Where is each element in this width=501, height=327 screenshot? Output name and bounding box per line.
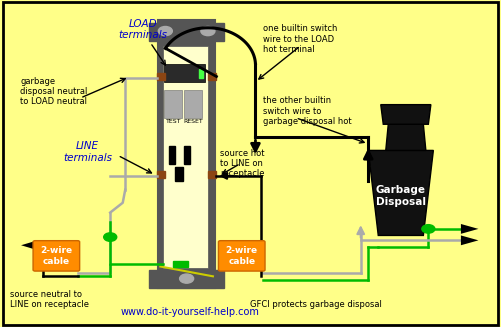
Text: www.do-it-yourself-help.com: www.do-it-yourself-help.com [121, 307, 260, 317]
Bar [160, 44, 210, 270]
Polygon shape [21, 240, 38, 250]
Circle shape [422, 225, 435, 233]
Bar [173, 261, 188, 267]
Circle shape [158, 26, 172, 36]
Text: source hot
to LINE on
receptacle: source hot to LINE on receptacle [220, 148, 265, 179]
Polygon shape [368, 150, 433, 235]
Text: source neutral to
LINE on receptacle: source neutral to LINE on receptacle [10, 289, 89, 309]
Circle shape [201, 26, 215, 36]
Bar [175, 167, 183, 181]
Text: Garbage
Disposal: Garbage Disposal [376, 185, 426, 207]
Bar [208, 73, 216, 80]
Text: one builtin switch
wire to the LOAD
hot terminal: one builtin switch wire to the LOAD hot … [263, 24, 337, 54]
Bar [184, 146, 190, 164]
Bar [149, 270, 224, 288]
Bar [149, 23, 224, 41]
Bar [157, 73, 165, 80]
Text: 2-wire
cable: 2-wire cable [40, 246, 73, 266]
Polygon shape [461, 224, 478, 234]
Bar [208, 171, 216, 178]
FancyBboxPatch shape [33, 241, 80, 271]
Polygon shape [381, 105, 431, 124]
FancyBboxPatch shape [218, 241, 265, 271]
Bar [157, 171, 165, 178]
Text: garbage
disposal neutral
to LOAD neutral: garbage disposal neutral to LOAD neutral [20, 77, 87, 107]
Bar [164, 64, 205, 82]
Bar [163, 46, 208, 268]
Text: 2-wire
cable: 2-wire cable [225, 246, 258, 266]
Circle shape [104, 233, 117, 241]
Text: the other builtin
switch wire to
garbage disposal hot: the other builtin switch wire to garbage… [263, 96, 352, 126]
Bar [158, 20, 215, 288]
Bar [164, 90, 182, 118]
Polygon shape [386, 124, 426, 150]
Circle shape [179, 274, 194, 283]
Text: TEST: TEST [166, 119, 181, 124]
Bar [184, 90, 202, 118]
Polygon shape [461, 235, 478, 245]
Bar [199, 69, 203, 78]
Text: LINE
terminals: LINE terminals [63, 141, 112, 163]
Text: GFCI protects garbage disposal: GFCI protects garbage disposal [250, 300, 382, 309]
Text: RESET: RESET [183, 119, 203, 124]
Text: LOAD
terminals: LOAD terminals [118, 19, 167, 40]
Bar [169, 146, 175, 164]
